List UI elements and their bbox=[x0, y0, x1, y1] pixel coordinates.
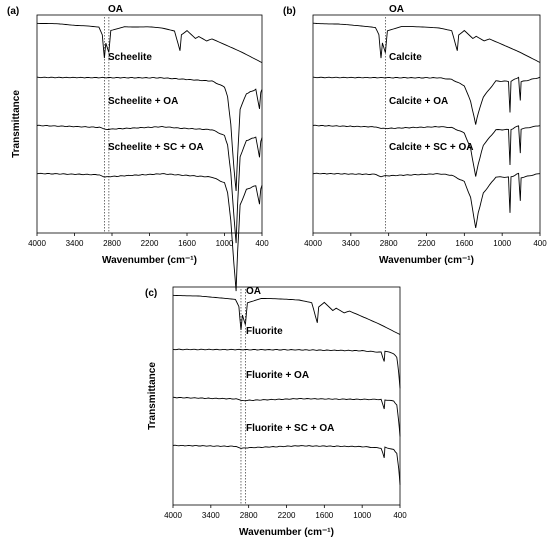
series-line-scheelite bbox=[36, 76, 263, 192]
x-tick-label: 2200 bbox=[141, 239, 159, 248]
x-tick-label: 3400 bbox=[66, 239, 84, 248]
series-label: Calcite bbox=[389, 52, 422, 63]
x-tick-label: 1600 bbox=[178, 239, 196, 248]
plot-frame bbox=[312, 14, 541, 234]
series-line-fluorite bbox=[172, 348, 401, 389]
panel-b: 4000 3400 2800 2200 1600 1000 400 Wavenumber (c… bbox=[283, 4, 547, 266]
series-line-oa bbox=[312, 22, 541, 63]
series-label: Calcite + SC + OA bbox=[389, 142, 473, 153]
x-tick-label: 1000 bbox=[216, 239, 234, 248]
x-axis-title: Wavenumber (cm⁻¹) bbox=[379, 255, 474, 266]
series-line-fluorite-sc-oa bbox=[172, 444, 401, 485]
series-line-calcite-sc-oa bbox=[312, 172, 541, 228]
panel-label: (b) bbox=[283, 6, 296, 17]
series-line-fluorite-oa bbox=[172, 396, 401, 437]
x-tick-label: 2800 bbox=[240, 511, 258, 520]
series-label: Fluorite bbox=[246, 326, 283, 337]
x-axis-title: Wavenumber (cm⁻¹) bbox=[102, 255, 197, 266]
series-line-oa bbox=[172, 294, 401, 335]
series-label: Fluorite + SC + OA bbox=[246, 423, 334, 434]
panel-label: (a) bbox=[7, 6, 19, 17]
series-label: OA bbox=[246, 286, 261, 297]
x-tick-label: 4000 bbox=[164, 511, 182, 520]
x-tick-label: 3400 bbox=[202, 511, 220, 520]
series-line-oa bbox=[36, 22, 263, 64]
x-tick-label: 2800 bbox=[380, 239, 398, 248]
x-tick-label: 1000 bbox=[493, 239, 511, 248]
series-label: Calcite + OA bbox=[389, 96, 448, 107]
x-tick-label: 1600 bbox=[315, 511, 333, 520]
x-tick-label: 400 bbox=[533, 239, 547, 248]
series-label: OA bbox=[389, 4, 404, 15]
series-line-scheelite-sc-oa bbox=[36, 172, 263, 292]
panel-label: (c) bbox=[145, 288, 157, 299]
panel-a: 4000 3400 2800 2200 1600 1000 400 Wavenumber (c… bbox=[7, 4, 269, 292]
series-line-scheelite-oa bbox=[36, 124, 263, 244]
series-label: Scheelite + OA bbox=[108, 96, 178, 107]
panel-c: 4000 3400 2800 2200 1600 1000 400 Wavenumber (c… bbox=[145, 286, 407, 538]
y-axis-title: Transmittance bbox=[11, 90, 22, 158]
series-label: Scheelite bbox=[108, 52, 152, 63]
x-tick-label: 4000 bbox=[304, 239, 322, 248]
series-line-calcite-oa bbox=[312, 124, 541, 177]
x-tick-label: 400 bbox=[393, 511, 407, 520]
series-label: OA bbox=[108, 4, 123, 15]
x-tick-label: 4000 bbox=[28, 239, 46, 248]
x-tick-label: 1600 bbox=[455, 239, 473, 248]
plot-frame bbox=[172, 286, 401, 506]
y-axis-title: Transmittance bbox=[147, 362, 158, 430]
series-label: Fluorite + OA bbox=[246, 370, 309, 381]
x-tick-label: 1000 bbox=[353, 511, 371, 520]
x-tick-label: 2800 bbox=[103, 239, 121, 248]
series-line-calcite bbox=[312, 76, 541, 125]
x-tick-label: 2200 bbox=[278, 511, 296, 520]
x-tick-label: 3400 bbox=[342, 239, 360, 248]
x-axis-title: Wavenumber (cm⁻¹) bbox=[239, 527, 334, 538]
series-label: Scheelite + SC + OA bbox=[108, 142, 204, 153]
x-tick-label: 2200 bbox=[418, 239, 436, 248]
x-tick-label: 400 bbox=[255, 239, 269, 248]
